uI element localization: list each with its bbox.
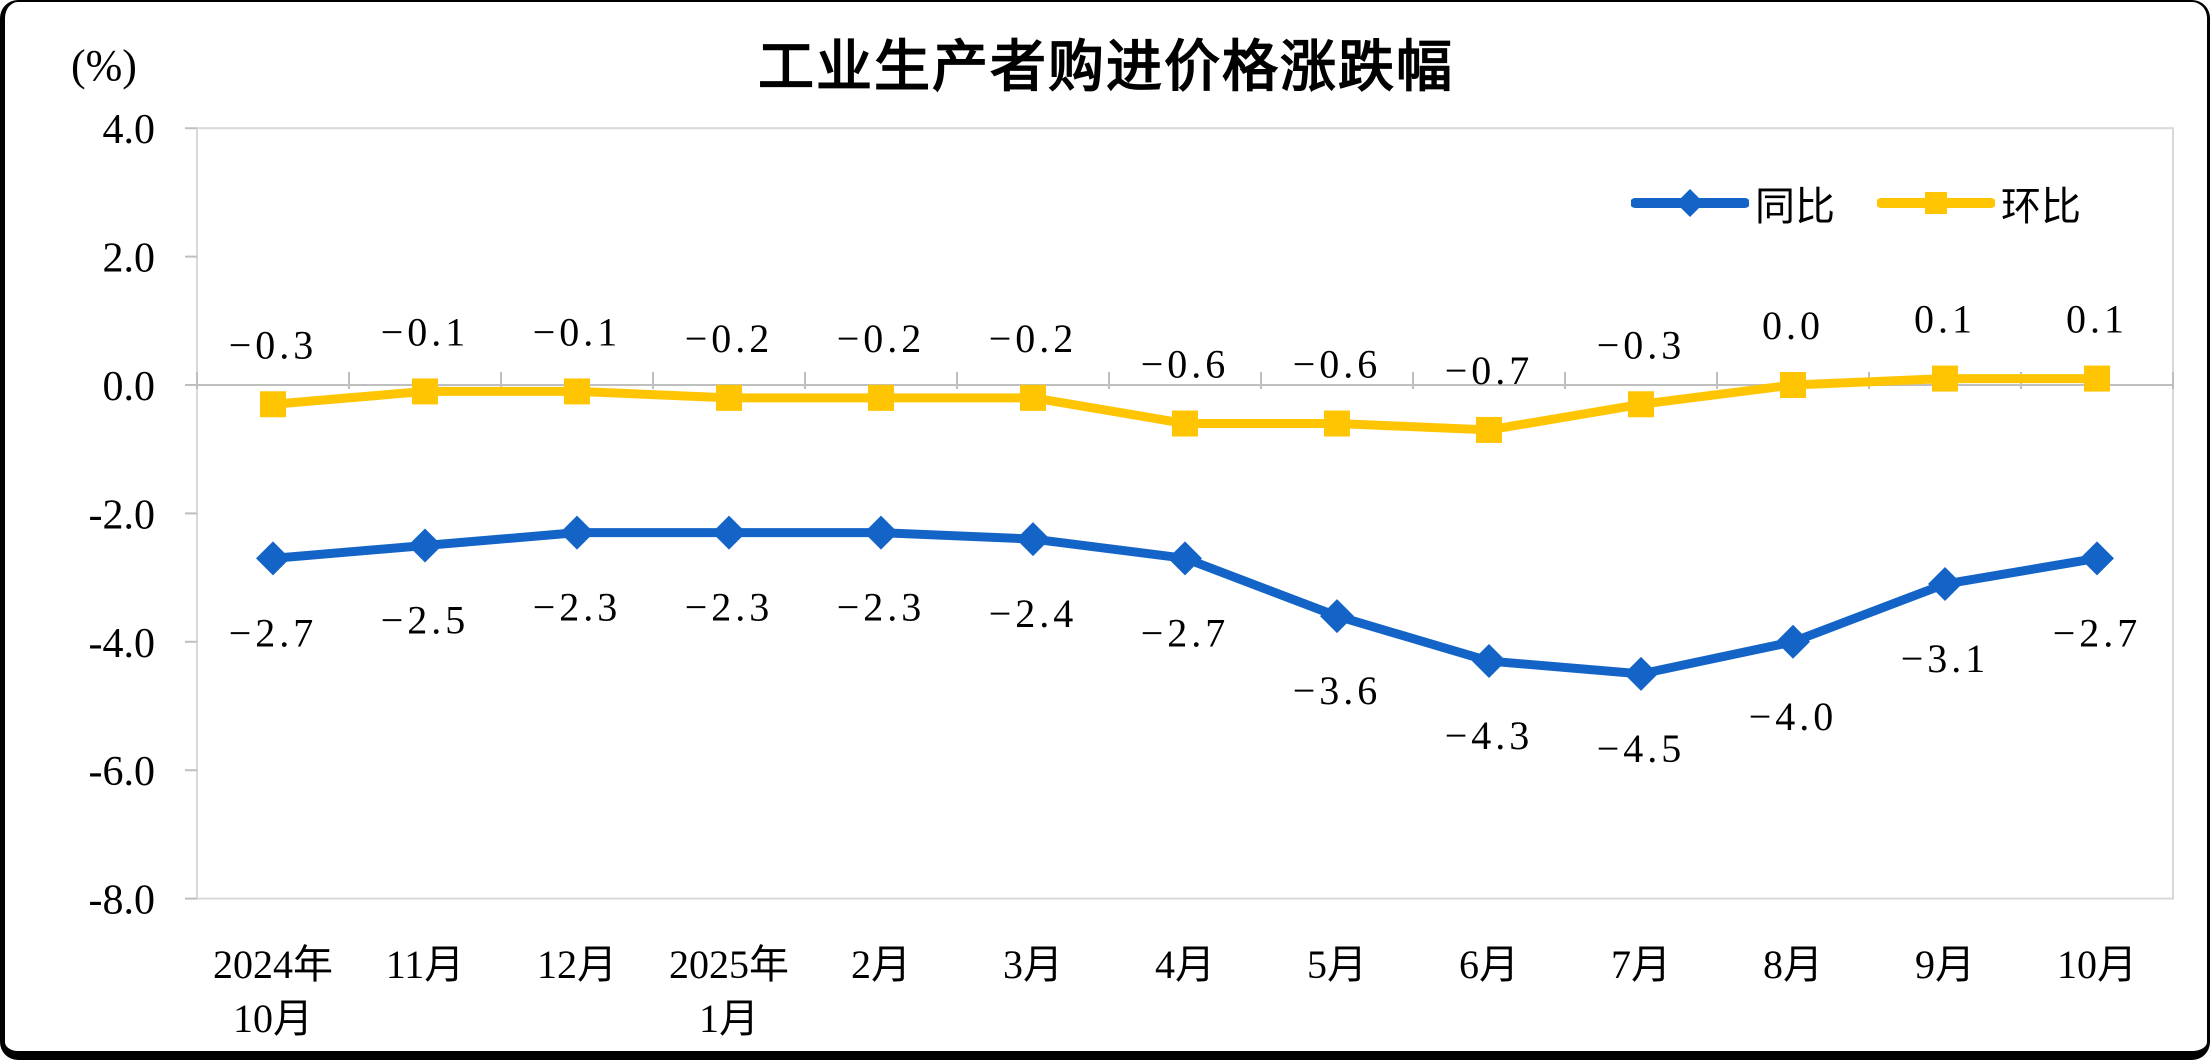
y-axis-tick-label: 0.0	[103, 364, 156, 410]
data-point-marker-diamond	[1472, 644, 1506, 678]
plot-area: 4.0 2.0 0.0 -2.0 -4.0 -6.0 -8.0 −2.7 −2.5 −2.3 −2.…	[5, 2, 2210, 1060]
data-label: −0.6	[1293, 342, 1382, 387]
data-point-marker-diamond	[1928, 567, 1962, 601]
data-label: −2.3	[533, 585, 622, 630]
data-label: −0.2	[989, 316, 1078, 361]
data-point-marker-square	[716, 385, 742, 411]
data-point-marker-square	[412, 378, 438, 404]
data-point-marker-square	[868, 385, 894, 411]
data-label: −0.2	[685, 316, 774, 361]
data-point-marker-diamond	[256, 541, 290, 575]
data-label: −0.1	[533, 309, 622, 354]
data-label: −2.7	[2053, 610, 2142, 655]
data-label: −3.1	[1901, 636, 1990, 681]
data-point-marker-square	[1628, 391, 1654, 417]
data-label: −0.3	[1597, 322, 1686, 367]
data-point-marker-square	[2084, 366, 2110, 392]
data-point-marker-square	[1020, 385, 1046, 411]
data-label: −0.3	[229, 322, 318, 367]
data-point-marker-square	[1780, 372, 1806, 398]
y-axis-tick-label: -8.0	[89, 878, 156, 924]
x-axis-label: 10月	[1987, 938, 2207, 992]
y-axis-tick-label: 2.0	[103, 236, 156, 282]
data-point-marker-square	[260, 391, 286, 417]
data-label: 0.0	[1762, 303, 1824, 348]
data-point-marker-diamond	[408, 529, 442, 563]
data-point-marker-diamond	[560, 516, 594, 550]
data-label: −4.0	[1749, 694, 1838, 739]
y-axis-tick-label: -6.0	[89, 749, 156, 795]
data-label: −2.3	[685, 585, 774, 630]
data-label: −2.7	[229, 610, 318, 655]
y-axis-tick-label: 4.0	[103, 107, 156, 153]
y-axis-tick-label: -4.0	[89, 621, 156, 667]
data-point-marker-diamond	[1320, 599, 1354, 633]
data-label: −2.4	[989, 591, 1078, 636]
data-label: 0.1	[2066, 297, 2128, 342]
data-label: −0.6	[1141, 342, 1230, 387]
data-label: −2.7	[1141, 610, 1230, 655]
data-point-marker-diamond	[712, 516, 746, 550]
data-point-marker-diamond	[864, 516, 898, 550]
data-point-marker-diamond	[1776, 625, 1810, 659]
data-label: −2.3	[837, 585, 926, 630]
data-label: −0.7	[1445, 348, 1534, 393]
data-label: −4.3	[1445, 713, 1534, 758]
data-label: −3.6	[1293, 668, 1382, 713]
y-axis-tick-label: -2.0	[89, 492, 156, 538]
data-label: −0.1	[381, 309, 470, 354]
data-point-marker-square	[1476, 417, 1502, 443]
data-label: −4.5	[1597, 726, 1686, 771]
data-point-marker-square	[1172, 411, 1198, 437]
data-point-marker-square	[1324, 411, 1350, 437]
data-point-marker-diamond	[1168, 541, 1202, 575]
data-point-marker-square	[1932, 366, 1958, 392]
data-point-marker-diamond	[1624, 657, 1658, 691]
plot-border	[197, 128, 2173, 898]
data-label: −0.2	[837, 316, 926, 361]
data-label: −2.5	[381, 598, 470, 643]
data-point-marker-square	[564, 378, 590, 404]
data-point-marker-diamond	[1016, 522, 1050, 556]
data-label: 0.1	[1914, 297, 1976, 342]
chart-frame: 工业生产者购进价格涨跌幅 (%) 同比环比 4.02.00.0-2.0-4.0-…	[0, 0, 2210, 1060]
data-point-marker-diamond	[2080, 541, 2114, 575]
